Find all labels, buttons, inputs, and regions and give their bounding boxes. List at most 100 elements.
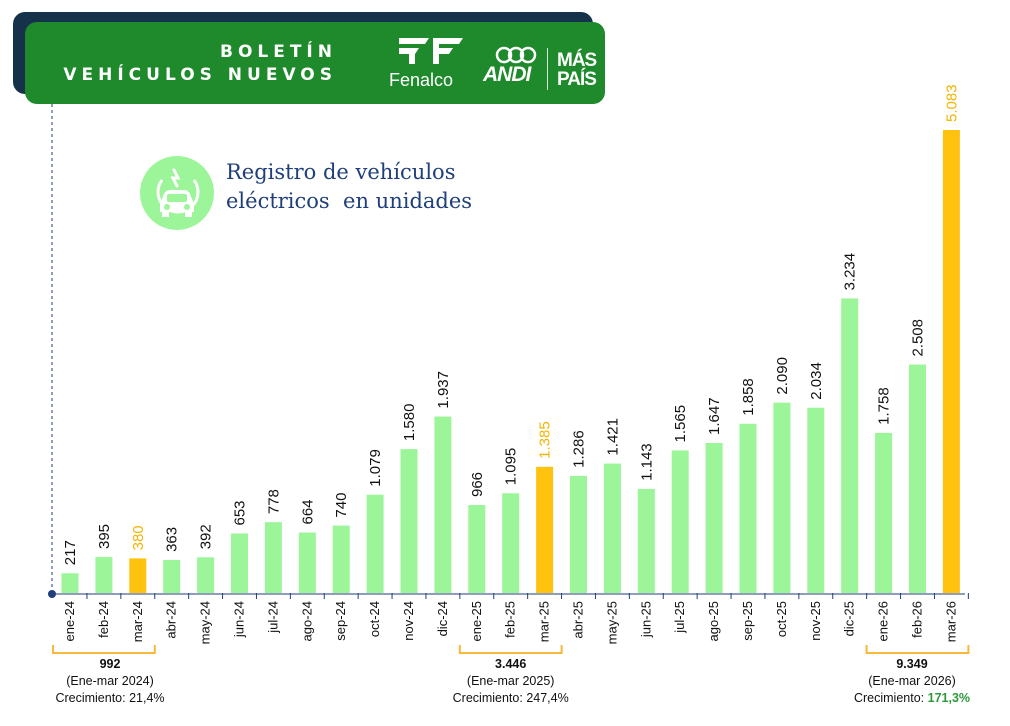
bar-jul-25 — [671, 450, 689, 593]
value-label-ene-26: 1.758 — [876, 387, 893, 425]
bar-ago-25 — [705, 442, 723, 593]
value-label-feb-26: 2.508 — [910, 319, 927, 357]
x-tick-label-sep-24: sep-24 — [333, 601, 348, 641]
x-tick-label-feb-25: feb-25 — [503, 601, 518, 638]
x-tick-label-nov-25: nov-25 — [808, 601, 823, 641]
bar-sep-25 — [739, 423, 757, 593]
andi-logo-text: ANDI — [483, 63, 531, 86]
value-label-sep-24: 740 — [333, 493, 350, 518]
x-tick-label-may-25: may-25 — [604, 601, 619, 644]
bar-sep-24 — [332, 525, 350, 593]
bar-abr-25 — [570, 475, 587, 593]
annotation-2026: 9.349 (Ene-mar 2026) Crecimiento: 171,3% — [842, 656, 982, 707]
x-tick-label-dic-24: dic-24 — [435, 601, 450, 636]
bar-oct-25 — [773, 402, 791, 593]
value-label-dic-24: 1.937 — [435, 371, 452, 409]
maspais-logo-line1: MÁS — [557, 50, 597, 71]
value-label-ene-25: 966 — [469, 472, 486, 497]
bar-dic-24 — [434, 416, 452, 593]
bar-may-25 — [603, 463, 621, 593]
value-label-nov-24: 1.580 — [401, 404, 418, 442]
fenalco-logo-text: Fenalco — [389, 70, 454, 90]
x-tick-label-mar-26: mar-26 — [943, 601, 958, 642]
bar-ago-24 — [298, 532, 316, 593]
bulletin-title-line1: BOLETÍN — [219, 42, 337, 62]
chart-title: Registro de vehículos eléctricos en unid… — [226, 160, 473, 213]
bar-jul-24 — [264, 522, 282, 593]
annotation-total: 992 — [99, 657, 121, 671]
x-tick-label-abr-24: abr-24 — [164, 601, 179, 639]
x-tick-label-dic-25: dic-25 — [842, 601, 857, 636]
x-tick-label-ene-25: ene-25 — [469, 601, 484, 641]
electric-car-icon — [140, 156, 214, 230]
x-tick-label-feb-24: feb-24 — [96, 601, 111, 638]
bar-nov-25 — [807, 407, 825, 593]
x-tick-label-mar-24: mar-24 — [130, 601, 145, 642]
x-tick-label-mar-25: mar-25 — [537, 601, 552, 642]
bar-jun-24 — [231, 533, 248, 593]
value-label-feb-24: 395 — [96, 524, 113, 549]
bracket-0 — [52, 645, 156, 654]
annotation-period: (Ene-mar 2026) — [868, 674, 956, 688]
bar-mar-26 — [942, 130, 960, 593]
bar-ene-26 — [875, 432, 893, 593]
bar-feb-26 — [909, 364, 926, 593]
bar-mar-24 — [129, 558, 147, 593]
x-tick-label-oct-25: oct-25 — [774, 601, 789, 637]
value-label-jul-24: 778 — [265, 489, 282, 514]
fenalco-logo-icon — [399, 38, 463, 64]
x-tick-label-sep-25: sep-25 — [740, 601, 755, 641]
value-label-jun-25: 1.143 — [638, 443, 655, 481]
value-label-oct-25: 2.090 — [774, 357, 791, 395]
x-tick-label-oct-24: oct-24 — [367, 601, 382, 637]
bar-feb-24 — [95, 557, 113, 593]
annotation-total: 9.349 — [896, 657, 928, 671]
x-tick-label-ene-26: ene-26 — [876, 601, 891, 641]
value-label-nov-25: 2.034 — [808, 362, 825, 400]
x-tick-label-jun-25: jun-25 — [638, 601, 653, 638]
value-label-ene-24: 217 — [62, 540, 79, 565]
annotation-growth-value: 21,4% — [129, 691, 165, 705]
x-tick-label-feb-26: feb-26 — [910, 601, 925, 638]
annotation-growth-value: 171,3% — [927, 691, 971, 705]
bar-dic-25 — [841, 298, 859, 593]
bar-ene-24 — [61, 573, 79, 593]
annotation-period: (Ene-mar 2025) — [466, 674, 555, 688]
x-tick-label-jul-24: jul-24 — [265, 601, 280, 634]
annotation-total: 3.446 — [495, 657, 527, 671]
annotation-2024: 992 (Ene-mar 2024) Crecimiento: 21,4% — [40, 656, 180, 707]
x-tick-label-ago-24: ago-24 — [299, 601, 314, 641]
andi-80-logo-icon — [495, 46, 537, 64]
bulletin-title-line2: VEHÍCULOS NUEVOS — [63, 65, 337, 85]
bar-feb-25 — [502, 493, 520, 593]
logo-divider — [547, 48, 548, 90]
x-tick-label-jun-24: jun-24 — [232, 601, 247, 638]
value-label-mar-24: 380 — [130, 525, 147, 550]
value-label-ago-24: 664 — [299, 499, 316, 524]
bar-ene-25 — [468, 505, 486, 593]
bar-oct-24 — [366, 494, 384, 593]
bar-may-24 — [197, 557, 215, 593]
bar-jun-25 — [637, 488, 655, 593]
value-label-abr-24: 363 — [164, 527, 181, 552]
value-label-sep-25: 1.858 — [740, 378, 757, 416]
value-label-jun-24: 653 — [232, 500, 249, 525]
x-tick-label-ene-24: ene-24 — [62, 601, 77, 641]
x-tick-label-abr-25: abr-25 — [571, 601, 586, 639]
header-banner: BOLETÍN VEHÍCULOS NUEVOS Fenalco ANDI MÁ… — [25, 22, 605, 104]
bar-mar-25 — [536, 466, 554, 593]
annotation-growth-label: Crecimiento: — [452, 691, 523, 705]
annotation-2025: 3.446 (Ene-mar 2025) Crecimiento: 247,4% — [441, 656, 581, 707]
value-label-may-25: 1.421 — [604, 418, 621, 456]
x-tick-label-nov-24: nov-24 — [401, 601, 416, 641]
bracket-2 — [865, 645, 970, 654]
maspais-logo-line2: PAÍS — [557, 69, 597, 90]
value-label-ago-25: 1.647 — [706, 397, 723, 435]
value-label-may-24: 392 — [198, 524, 215, 549]
bar-nov-24 — [400, 449, 418, 593]
annotation-growth-value: 247,4% — [526, 691, 569, 705]
value-label-oct-24: 1.079 — [367, 449, 384, 487]
x-tick-label-may-24: may-24 — [198, 601, 213, 644]
value-label-mar-25: 1.385 — [537, 421, 554, 459]
